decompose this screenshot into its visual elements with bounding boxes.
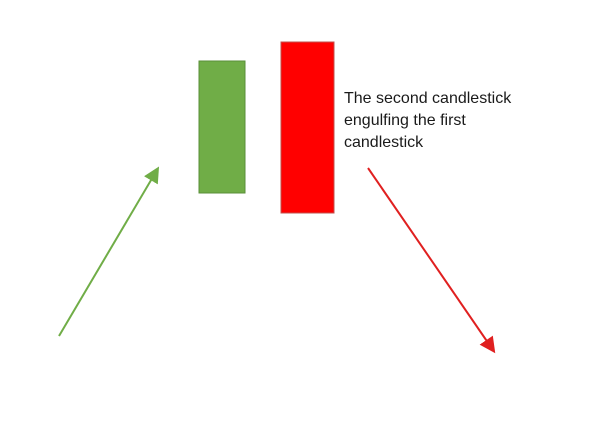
caption-line-2: engulfing the first	[344, 112, 466, 129]
first-candlestick-bullish	[198, 60, 246, 194]
caption-line-1: The second candlestick	[344, 90, 512, 107]
downtrend-arrow	[367, 167, 496, 354]
second-candlestick-bearish	[280, 41, 335, 214]
uptrend-arrow	[58, 166, 160, 337]
engulfing-caption: The second candlestick engulfing the fir…	[344, 88, 544, 154]
caption-line-3: candlestick	[344, 134, 424, 151]
